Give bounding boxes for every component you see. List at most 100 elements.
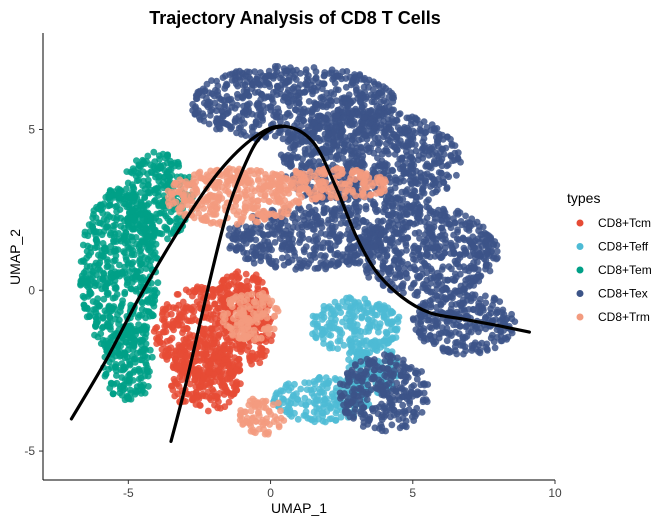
data-point — [399, 195, 407, 203]
data-point — [426, 173, 433, 181]
data-point — [368, 130, 376, 137]
data-point — [226, 345, 234, 353]
data-point — [363, 348, 370, 355]
data-point — [428, 296, 436, 303]
data-point — [258, 91, 265, 98]
data-point — [473, 273, 480, 281]
data-point — [333, 112, 341, 119]
data-point — [438, 169, 445, 177]
data-point — [167, 217, 174, 225]
data-point — [327, 340, 334, 348]
data-point — [406, 155, 413, 163]
data-point — [396, 178, 403, 186]
data-point — [144, 298, 152, 306]
data-point — [371, 124, 379, 132]
data-point — [296, 239, 303, 247]
data-point — [351, 313, 359, 321]
data-point — [320, 209, 327, 217]
data-point — [143, 325, 150, 333]
data-point — [365, 234, 373, 242]
data-point — [145, 200, 153, 208]
data-point — [106, 314, 114, 321]
data-point — [277, 74, 284, 82]
data-point — [386, 137, 394, 145]
data-point — [456, 270, 464, 278]
data-point — [95, 219, 102, 227]
data-point — [168, 382, 175, 390]
data-point — [324, 399, 332, 407]
data-point — [206, 304, 214, 312]
data-point — [242, 223, 250, 231]
data-point — [355, 345, 362, 352]
data-point — [109, 304, 116, 312]
data-point — [383, 99, 390, 106]
data-point — [456, 251, 464, 258]
data-point — [347, 335, 354, 343]
data-point — [117, 338, 125, 346]
data-point — [271, 63, 279, 70]
data-point — [125, 372, 132, 379]
data-point — [370, 233, 378, 241]
data-point — [90, 268, 97, 276]
data-point — [383, 235, 391, 243]
data-point — [146, 368, 153, 375]
data-point — [162, 353, 170, 361]
data-point — [150, 148, 158, 156]
data-point — [441, 250, 448, 257]
data-point — [211, 314, 219, 322]
data-point — [232, 386, 240, 394]
data-point — [395, 265, 402, 272]
data-point — [497, 332, 505, 340]
data-point — [106, 384, 114, 392]
data-point — [323, 134, 331, 142]
data-point — [99, 314, 107, 322]
data-point — [207, 346, 214, 353]
data-point — [128, 260, 136, 268]
data-point — [167, 208, 175, 216]
data-point — [148, 353, 156, 361]
data-point — [442, 144, 450, 152]
data-point — [218, 107, 226, 115]
data-point — [123, 191, 131, 199]
data-point — [122, 338, 130, 346]
data-point — [386, 218, 393, 226]
data-point — [484, 250, 491, 257]
data-point — [293, 154, 300, 162]
data-point — [402, 209, 410, 216]
data-point — [427, 207, 435, 215]
data-point — [371, 243, 379, 251]
data-point — [321, 69, 329, 76]
data-point — [332, 242, 339, 249]
data-point — [123, 215, 131, 223]
data-point — [420, 183, 427, 191]
data-point — [435, 142, 442, 150]
data-point — [202, 341, 210, 349]
data-point — [421, 171, 428, 179]
data-point — [375, 237, 382, 245]
data-point — [301, 394, 309, 402]
data-point — [369, 86, 377, 93]
data-point — [289, 67, 297, 75]
data-point — [447, 239, 455, 247]
data-point — [199, 350, 207, 358]
data-point — [458, 221, 466, 229]
data-point — [223, 355, 231, 363]
data-point — [291, 252, 299, 260]
data-point — [141, 160, 149, 168]
data-point — [215, 366, 223, 373]
data-point — [339, 318, 346, 326]
data-point — [481, 315, 489, 322]
data-point — [427, 126, 435, 134]
data-point — [400, 169, 408, 177]
data-point — [246, 68, 253, 76]
data-point — [462, 323, 470, 331]
data-point — [102, 283, 109, 290]
scatter-points — [77, 63, 519, 438]
data-point — [303, 138, 310, 145]
data-point — [267, 337, 275, 345]
data-point — [483, 340, 491, 348]
data-point — [135, 161, 143, 169]
data-point — [382, 85, 390, 92]
data-point — [389, 202, 396, 210]
data-point — [392, 116, 400, 124]
